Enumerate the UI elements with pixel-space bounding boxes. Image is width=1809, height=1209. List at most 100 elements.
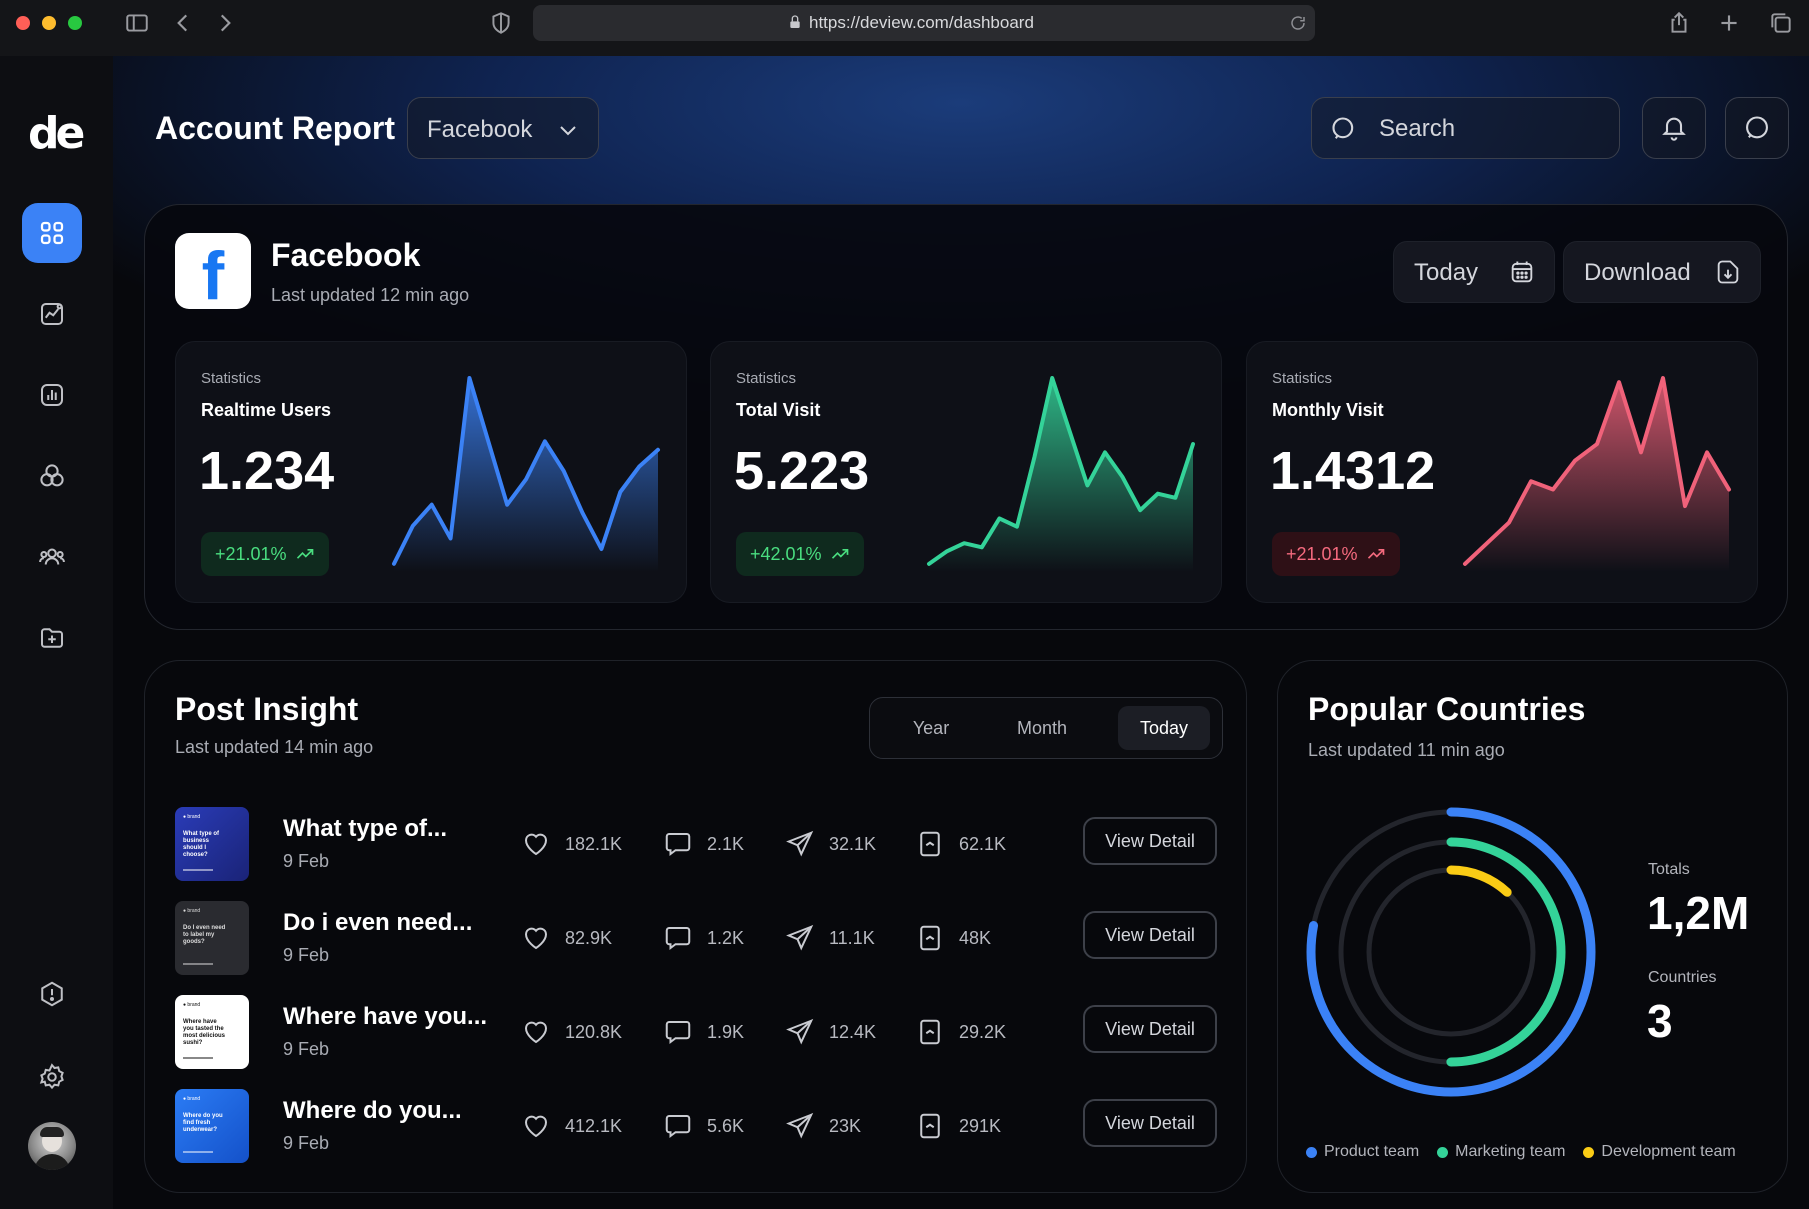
post-date: 9 Feb — [283, 851, 330, 871]
chat-button[interactable] — [1725, 97, 1789, 159]
today-date-button[interactable]: Today — [1393, 241, 1555, 303]
bell-icon — [1662, 117, 1686, 141]
countries-ring-chart — [1306, 807, 1596, 1097]
post-thumbnail[interactable]: ● brand Where have you tasted the most d… — [175, 995, 249, 1069]
tabs-overview-icon[interactable] — [1768, 10, 1794, 36]
sidebar-item-add-folder[interactable] — [22, 608, 82, 668]
maximize-window-button[interactable] — [68, 16, 82, 30]
comment-icon — [665, 833, 691, 856]
facebook-logo-icon: f — [175, 233, 251, 309]
sparkline-line — [1463, 376, 1731, 566]
countries-label: Countries — [1648, 969, 1717, 986]
shares-count: 12.4K — [829, 1021, 877, 1042]
likes-count: 182.1K — [565, 833, 623, 854]
post-thumbnail[interactable]: ● brand What type of business should I c… — [175, 807, 249, 881]
post-thumbnail[interactable]: ● brand Do I even need to label my goods… — [175, 901, 249, 975]
lock-icon — [790, 15, 800, 28]
view-detail-button[interactable]: View Detail — [1083, 1005, 1217, 1053]
post-title: Do i even need... — [283, 909, 473, 936]
stat-change-badge: +21.01% — [201, 532, 329, 576]
avatar[interactable] — [28, 1122, 76, 1170]
stat-title: Monthly Visit — [1272, 400, 1384, 420]
comments-count: 5.6K — [707, 1115, 745, 1136]
share-icon[interactable] — [1666, 10, 1692, 36]
sparkline-realtime-users — [392, 376, 660, 572]
chat-icon — [1746, 116, 1768, 139]
search-box[interactable] — [1311, 97, 1620, 159]
new-tab-icon[interactable] — [1716, 10, 1742, 36]
comments-metric: 2.1K — [663, 829, 744, 859]
post-thumbnail[interactable]: ● brand Where do you find fresh underwea… — [175, 1089, 249, 1163]
likes-count: 412.1K — [565, 1115, 623, 1136]
sidebar-item-reports[interactable] — [22, 365, 82, 425]
chart-line-icon — [41, 303, 63, 325]
period-year[interactable]: Year — [912, 718, 950, 738]
stat-change-badge: +21.01% — [1272, 532, 1400, 576]
period-month[interactable]: Month — [1016, 718, 1068, 738]
grid-icon — [40, 221, 64, 245]
account-name: Facebook — [271, 237, 421, 273]
close-window-button[interactable] — [16, 16, 30, 30]
shares-metric: 32.1K — [785, 829, 876, 859]
send-icon — [786, 924, 814, 951]
sidebar-item-alerts[interactable] — [22, 964, 82, 1024]
reload-icon[interactable] — [1289, 14, 1307, 32]
send-icon — [786, 1018, 814, 1045]
forward-icon[interactable] — [212, 10, 238, 36]
shares-count: 23K — [829, 1115, 862, 1136]
sparkline-monthly-visit — [1463, 376, 1731, 572]
sidebar-item-settings[interactable] — [22, 1047, 82, 1107]
notifications-button[interactable] — [1642, 97, 1706, 159]
stat-change-badge: +42.01% — [736, 532, 864, 576]
likes-metric: 182.1K — [521, 829, 622, 859]
stat-value: 1.4312 — [1270, 441, 1436, 501]
heart-icon — [524, 1021, 548, 1044]
stat-value: 1.234 — [199, 441, 335, 501]
view-detail-button[interactable]: View Detail — [1083, 911, 1217, 959]
legend-item: Marketing team — [1437, 1143, 1565, 1161]
comments-metric: 1.9K — [663, 1017, 744, 1047]
platform-select[interactable]: Facebook — [407, 97, 599, 159]
shares-metric: 12.4K — [785, 1017, 876, 1047]
back-icon[interactable] — [170, 10, 196, 36]
comment-icon — [665, 927, 691, 950]
download-button[interactable]: Download — [1563, 241, 1761, 303]
trend-up-icon — [1367, 549, 1384, 559]
ring-arc-product-team — [1306, 807, 1596, 1097]
saves-metric: 291K — [915, 1111, 1001, 1141]
alert-icon — [41, 981, 63, 1007]
calendar-icon — [1511, 261, 1533, 283]
saves-count: 291K — [959, 1115, 1002, 1136]
shield-icon[interactable] — [488, 10, 514, 36]
send-icon — [786, 1112, 814, 1139]
trend-up-icon — [831, 549, 848, 559]
minimize-window-button[interactable] — [42, 16, 56, 30]
likes-metric: 412.1K — [521, 1111, 622, 1141]
post-insight-title: Post Insight — [175, 691, 359, 727]
legend-label: Marketing team — [1455, 1143, 1566, 1160]
view-detail-button[interactable]: View Detail — [1083, 817, 1217, 865]
sidebar: de — [0, 56, 113, 1209]
saves-count: 29.2K — [959, 1021, 1007, 1042]
heart-icon — [524, 927, 548, 950]
stat-change-text: +21.01% — [215, 543, 287, 564]
thumb-text: Do I even need to label my goods? — [183, 925, 226, 945]
sidebar-item-teams[interactable] — [22, 527, 82, 587]
post-insight-card: Post Insight Last updated 14 min ago Yea… — [144, 660, 1247, 1193]
view-detail-button[interactable]: View Detail — [1083, 1099, 1217, 1147]
address-bar[interactable]: https://deview.com/dashboard — [533, 5, 1315, 41]
sparkline-area — [1465, 378, 1729, 572]
sidebar-item-segments[interactable] — [22, 446, 82, 506]
stat-value: 5.223 — [734, 441, 870, 501]
sidebar-item-analytics[interactable] — [22, 284, 82, 344]
sidebar-toggle-icon[interactable] — [124, 10, 150, 36]
totals-label: Totals — [1648, 861, 1690, 878]
sidebar-item-dashboard[interactable] — [22, 203, 82, 263]
post-date: 9 Feb — [283, 1039, 330, 1059]
popular-countries-card: Popular Countries Last updated 11 min ag… — [1277, 660, 1788, 1193]
users-icon — [39, 548, 65, 565]
period-today[interactable]: Today — [1118, 706, 1210, 750]
post-date: 9 Feb — [283, 1133, 330, 1153]
countries-updated: Last updated 11 min ago — [1308, 740, 1505, 760]
search-input[interactable] — [1377, 112, 1601, 146]
